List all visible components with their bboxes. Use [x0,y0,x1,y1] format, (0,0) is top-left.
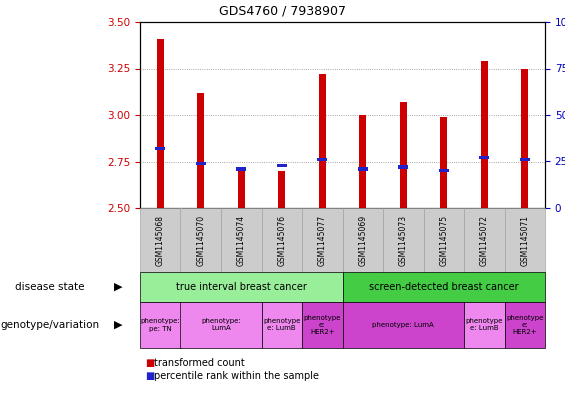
Bar [521,68,528,208]
Text: ■: ■ [145,358,154,368]
Text: phenotype: LumA: phenotype: LumA [372,322,434,328]
Bar [481,61,488,208]
Text: phenotype:
pe: TN: phenotype: pe: TN [140,318,180,332]
Text: phenotype
e: LumB: phenotype e: LumB [466,318,503,332]
Bar [195,162,206,165]
Bar [236,167,246,171]
Bar [277,163,287,167]
Bar [359,115,366,208]
Text: GDS4760 / 7938907: GDS4760 / 7938907 [219,5,346,18]
Text: GSM1145073: GSM1145073 [399,215,408,266]
Bar [520,158,530,161]
Text: GSM1145076: GSM1145076 [277,215,286,266]
Text: GSM1145069: GSM1145069 [358,215,367,266]
Bar [238,167,245,208]
Text: screen-detected breast cancer: screen-detected breast cancer [369,282,519,292]
Text: GSM1145074: GSM1145074 [237,215,246,266]
Text: phenotype
e: LumB: phenotype e: LumB [263,318,301,332]
Text: phenotype:
LumA: phenotype: LumA [201,318,241,332]
Text: GSM1145075: GSM1145075 [439,215,448,266]
Bar [155,147,166,150]
Text: phenotype
e:
HER2+: phenotype e: HER2+ [506,315,544,335]
Text: true interval breast cancer: true interval breast cancer [176,282,307,292]
Text: percentile rank within the sample: percentile rank within the sample [154,371,319,381]
Text: ■: ■ [145,371,154,381]
Text: phenotype
e:
HER2+: phenotype e: HER2+ [303,315,341,335]
Bar [157,39,164,208]
Bar [317,158,327,161]
Text: GSM1145070: GSM1145070 [196,215,205,266]
Text: transformed count: transformed count [154,358,245,368]
Text: GSM1145077: GSM1145077 [318,215,327,266]
Text: GSM1145071: GSM1145071 [520,215,529,266]
Text: GSM1145068: GSM1145068 [156,215,165,266]
Bar [440,117,447,208]
Text: GSM1145072: GSM1145072 [480,215,489,266]
Text: disease state: disease state [15,282,85,292]
Bar [197,93,205,208]
Bar [278,171,285,208]
Bar [398,165,408,169]
Text: ▶: ▶ [114,320,122,330]
Text: ▶: ▶ [114,282,122,292]
Bar [438,169,449,173]
Bar [399,102,407,208]
Bar [479,156,489,160]
Bar [358,167,368,171]
Bar [319,74,326,208]
Text: genotype/variation: genotype/variation [1,320,99,330]
